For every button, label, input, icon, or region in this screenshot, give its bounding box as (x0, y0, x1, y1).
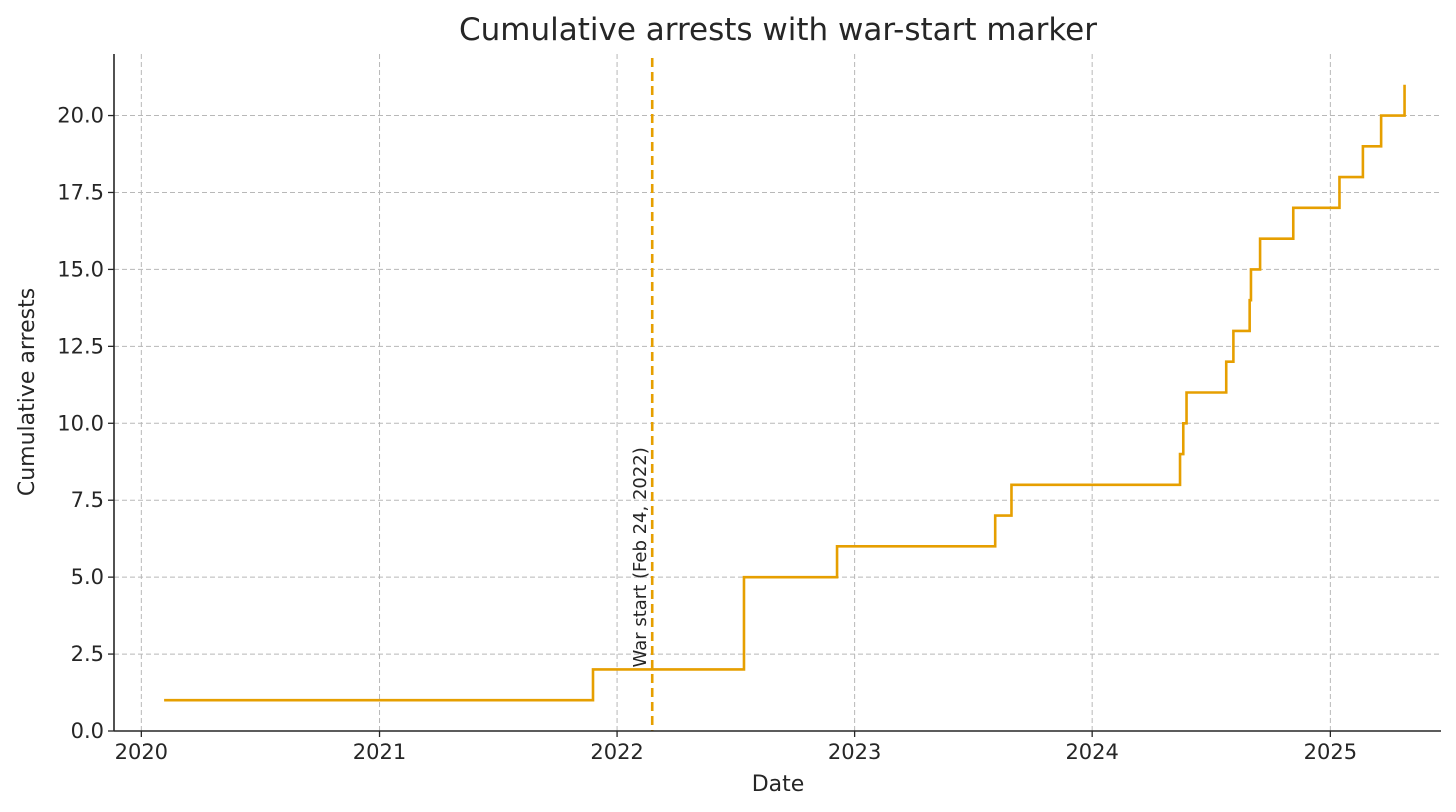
x-tick-label: 2024 (1065, 740, 1118, 764)
y-tick-label: 12.5 (57, 334, 104, 358)
y-tick-label: 2.5 (71, 642, 104, 666)
axes (113, 54, 1441, 732)
x-tick-label: 2022 (590, 740, 643, 764)
x-tick-label: 2021 (353, 740, 406, 764)
y-tick-label: 0.0 (71, 719, 104, 743)
y-tick-label: 10.0 (57, 411, 104, 435)
x-tick-label: 2020 (115, 740, 168, 764)
y-tick-label: 5.0 (71, 565, 104, 589)
war-start-marker: War start (Feb 24, 2022) (630, 58, 654, 731)
x-axis-label: Date (752, 772, 805, 797)
gridlines (114, 54, 1441, 732)
y-tick-label: 17.5 (57, 180, 104, 204)
y-tick-label: 15.0 (57, 257, 104, 281)
y-tick-label: 20.0 (57, 104, 104, 128)
chart-title: Cumulative arrests with war-start marker (459, 12, 1097, 48)
x-tick-label: 2023 (828, 740, 881, 764)
series-layer (164, 84, 1406, 702)
x-tick-label: 2025 (1304, 740, 1357, 764)
ticks: 2020 2021 2022 2023 2024 2025 0.0 2.5 5.0 7.5 10.0… (57, 104, 1357, 764)
y-tick-label: 7.5 (71, 488, 104, 512)
series-line (164, 84, 1406, 702)
war-start-label: War start (Feb 24, 2022) (630, 447, 651, 667)
y-axis-label: Cumulative arrests (15, 288, 40, 496)
